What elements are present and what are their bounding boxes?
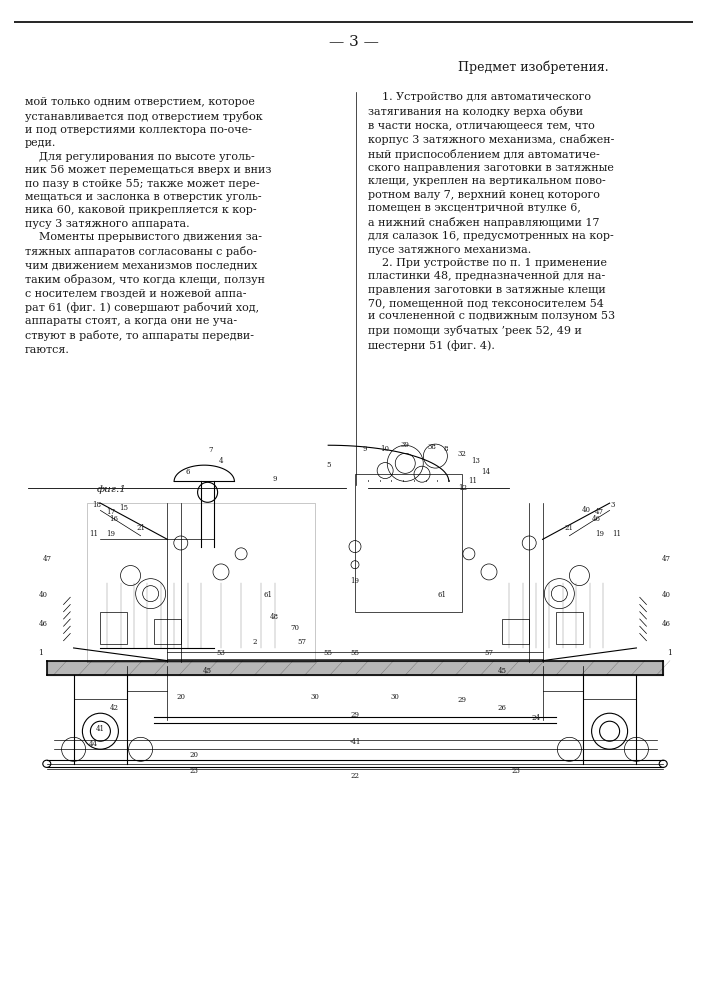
Text: 29: 29 [457, 696, 467, 704]
Text: 57: 57 [297, 638, 306, 646]
Bar [556, 612, 583, 644]
Text: 24: 24 [532, 714, 540, 722]
Text: 1: 1 [37, 649, 42, 657]
Text: 14: 14 [481, 468, 490, 476]
Text: 11: 11 [468, 477, 477, 485]
Text: 20: 20 [189, 751, 199, 759]
Text: 26: 26 [498, 704, 507, 712]
Text: Предмет изобретения.: Предмет изобретения. [458, 60, 609, 74]
Text: 38: 38 [428, 443, 436, 451]
Text: -41: -41 [349, 738, 361, 746]
Text: 20: 20 [176, 693, 185, 701]
Text: 17: 17 [106, 508, 115, 516]
Text: 3: 3 [611, 501, 615, 509]
Text: 7: 7 [209, 446, 214, 454]
Text: 45: 45 [203, 667, 212, 675]
Text: 16: 16 [110, 515, 118, 523]
Text: 23: 23 [511, 767, 520, 775]
Text: 13: 13 [471, 457, 480, 465]
Text: фиг.1: фиг.1 [97, 485, 127, 494]
Text: 61: 61 [264, 591, 272, 599]
Text: — 3 —: — 3 — [329, 35, 378, 49]
Text: 12: 12 [457, 484, 467, 492]
Text: 41: 41 [96, 725, 105, 733]
Text: 1: 1 [667, 649, 672, 657]
Text: 1. Устройство для автоматического
затягивания на колодку верха обуви
в части нос: 1. Устройство для автоматического затяги… [368, 92, 615, 351]
Bar [355, 474, 462, 612]
Text: 29: 29 [351, 711, 359, 719]
Text: 46: 46 [662, 620, 671, 628]
Text: 6: 6 [185, 468, 189, 476]
Text: 21: 21 [136, 524, 145, 532]
Text: 53: 53 [216, 649, 226, 657]
Text: мой только одним отверстием, которое
устанавливается под отверстием трубок
и под: мой только одним отверстием, которое уст… [25, 97, 271, 355]
Text: 23: 23 [189, 767, 199, 775]
Text: 8: 8 [443, 445, 448, 453]
Text: 40: 40 [582, 506, 590, 514]
Text: 15: 15 [119, 504, 129, 512]
Text: 46: 46 [592, 515, 601, 523]
Bar [100, 612, 127, 644]
Text: 19: 19 [106, 530, 115, 538]
Text: 39: 39 [401, 441, 409, 449]
Text: 19: 19 [351, 577, 359, 585]
Text: 47: 47 [42, 555, 52, 563]
Text: 55: 55 [351, 649, 359, 657]
Text: 9: 9 [363, 445, 368, 453]
Text: 30: 30 [391, 693, 399, 701]
Text: 22: 22 [351, 772, 359, 780]
Text: 9: 9 [272, 475, 277, 483]
Text: 61: 61 [438, 591, 447, 599]
Text: 4: 4 [218, 457, 223, 465]
Text: 2: 2 [252, 638, 257, 646]
Text: 32: 32 [457, 450, 467, 458]
Bar [503, 619, 530, 644]
Text: 11: 11 [612, 530, 621, 538]
Text: 57: 57 [484, 649, 493, 657]
Text: 46: 46 [39, 620, 48, 628]
Text: 42: 42 [110, 704, 118, 712]
Text: 19: 19 [595, 530, 604, 538]
Text: 40: 40 [662, 591, 671, 599]
Text: 44: 44 [89, 740, 98, 748]
Text: 40: 40 [39, 591, 48, 599]
Text: 70: 70 [290, 624, 299, 632]
Text: 11: 11 [89, 530, 98, 538]
Bar [154, 619, 181, 644]
Text: 47: 47 [595, 508, 604, 516]
Text: 47: 47 [662, 555, 671, 563]
Text: 5: 5 [326, 461, 330, 469]
Text: 45: 45 [498, 667, 507, 675]
Text: 48: 48 [270, 613, 279, 621]
Text: 21: 21 [565, 524, 574, 532]
Text: 18: 18 [93, 501, 102, 509]
Text: 30: 30 [310, 693, 320, 701]
Text: 10: 10 [380, 445, 390, 453]
Text: 55: 55 [324, 649, 333, 657]
